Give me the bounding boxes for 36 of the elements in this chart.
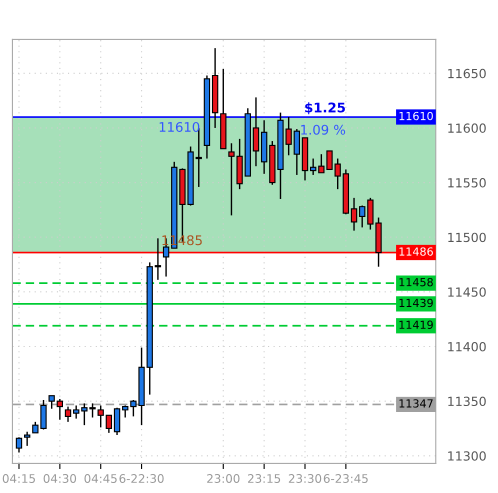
candlestick xyxy=(89,402,96,418)
x-tick-label: 6-22:30 xyxy=(119,474,164,483)
y-tick-label: 11650 xyxy=(448,68,486,78)
y-tick-label: 11450 xyxy=(448,287,486,297)
y-tick-label: 11400 xyxy=(448,342,486,352)
candlestick xyxy=(64,406,72,423)
ref-line-label: 11439 xyxy=(400,298,433,308)
annotation: 1.09 % xyxy=(301,124,346,135)
x-tick-label: 04:30 xyxy=(44,474,76,483)
y-tick-label: 11300 xyxy=(448,451,486,461)
y-tick-label: 11550 xyxy=(448,178,486,188)
candlestick xyxy=(114,406,120,436)
x-tick-label: 23:00 xyxy=(207,474,240,483)
candlestick xyxy=(40,399,47,430)
candlestick xyxy=(228,142,235,216)
x-tick-label: 04:15 xyxy=(2,474,35,483)
x-tick-label: 23:15 xyxy=(248,474,280,483)
candlestick xyxy=(350,197,358,232)
x-tick-label: 6-23:45 xyxy=(324,474,368,483)
annotation: $1.25 xyxy=(305,102,345,114)
candlestick xyxy=(16,436,22,454)
ref-line-label: 11458 xyxy=(400,278,433,286)
ref-line-label: 11419 xyxy=(400,320,433,329)
y-tick-label: 11600 xyxy=(448,123,486,133)
candlestick xyxy=(326,150,333,170)
x-tick-label: 23:30 xyxy=(288,474,322,483)
y-tick-label: 11350 xyxy=(448,396,486,406)
candlestick xyxy=(252,96,260,167)
x-tick-label: 04:45 xyxy=(84,474,117,483)
ref-line-label: 11610 xyxy=(400,112,433,120)
annotation: 11610 xyxy=(160,122,200,132)
candlestick xyxy=(24,431,30,447)
ref-line-label: 11486 xyxy=(400,247,433,256)
candlestick xyxy=(32,421,38,434)
y-tick-label: 11500 xyxy=(448,232,486,242)
ref-line-label: 11347 xyxy=(400,399,433,408)
